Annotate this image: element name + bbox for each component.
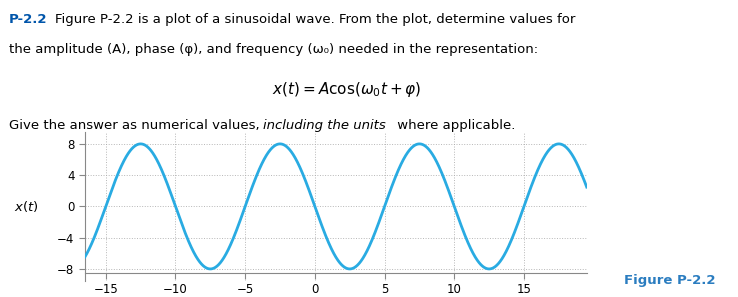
Text: Figure P-2.2: Figure P-2.2 — [624, 274, 715, 287]
Text: Figure P-2.2 is a plot of a sinusoidal wave. From the plot, determine values for: Figure P-2.2 is a plot of a sinusoidal w… — [55, 13, 576, 26]
Y-axis label: $x(t)$: $x(t)$ — [14, 199, 39, 214]
Text: $x(t) = A\cos(\omega_0 t + \varphi)$: $x(t) = A\cos(\omega_0 t + \varphi)$ — [272, 80, 421, 99]
Text: Give the answer as numerical values,: Give the answer as numerical values, — [9, 119, 263, 132]
Text: including the units: including the units — [263, 119, 385, 132]
Text: the amplitude (A), phase (φ), and frequency (ω₀) needed in the representation:: the amplitude (A), phase (φ), and freque… — [9, 43, 538, 56]
Text: where applicable.: where applicable. — [393, 119, 516, 132]
Text: P-2.2: P-2.2 — [9, 13, 47, 26]
